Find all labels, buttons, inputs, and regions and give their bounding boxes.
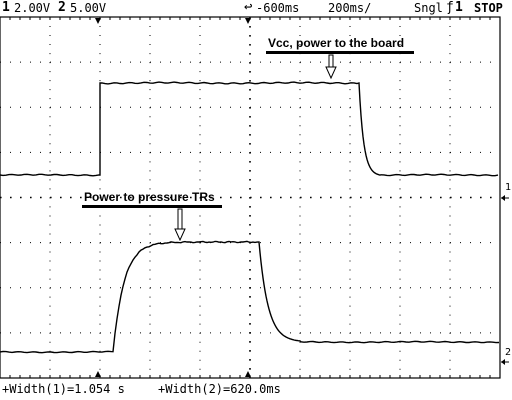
- pressure-arrow-icon: [174, 208, 186, 242]
- status-bar: 1 2.00V 2 5.00V ↩ -600ms 200ms/ Sngl ƒ 1…: [0, 0, 512, 17]
- ch1-ground-marker-icon: [501, 195, 509, 201]
- ch1-trace: [0, 81, 499, 177]
- ch2-ground-number: 2: [505, 347, 512, 358]
- vcc-label-underline: [266, 51, 414, 54]
- ch1-marker-top-icon: [95, 18, 101, 24]
- ch1-scale: 2.00V: [14, 1, 51, 15]
- pressure-label-underline: [82, 205, 222, 208]
- ch2-ground-marker-icon: [501, 359, 509, 365]
- ch2-number: 2: [58, 0, 66, 15]
- width2-measurement: +Width(2)=620.0ms: [158, 382, 281, 396]
- trigger-marker-bottom-icon: [245, 371, 251, 377]
- ch1-number: 1: [2, 0, 10, 15]
- ch2-marker-bottom-icon: [95, 371, 101, 377]
- trigger-delay-icon: ↩: [244, 0, 253, 15]
- trigger-source: 1: [455, 0, 463, 15]
- width1-measurement: +Width(1)=1.054 s: [2, 382, 125, 396]
- trigger-marker-top-icon: [245, 18, 251, 24]
- graticule: [0, 16, 501, 379]
- ch2-scale: 5.00V: [70, 1, 107, 15]
- run-state: STOP: [474, 1, 503, 15]
- measurement-bar: +Width(1)=1.054 s +Width(2)=620.0ms: [0, 380, 512, 400]
- acquisition-mode: Sngl: [414, 1, 443, 15]
- ch2-trace: [0, 240, 500, 354]
- pressure-label: Power to pressure TRs: [84, 190, 215, 204]
- ch1-ground-number: 1: [505, 182, 512, 193]
- trigger-edge-icon: ƒ: [446, 0, 454, 15]
- vcc-arrow-icon: [325, 54, 337, 80]
- trigger-delay: -600ms: [256, 1, 300, 15]
- vcc-label: Vcc, power to the board: [268, 36, 405, 50]
- timebase: 200ms/: [328, 1, 372, 15]
